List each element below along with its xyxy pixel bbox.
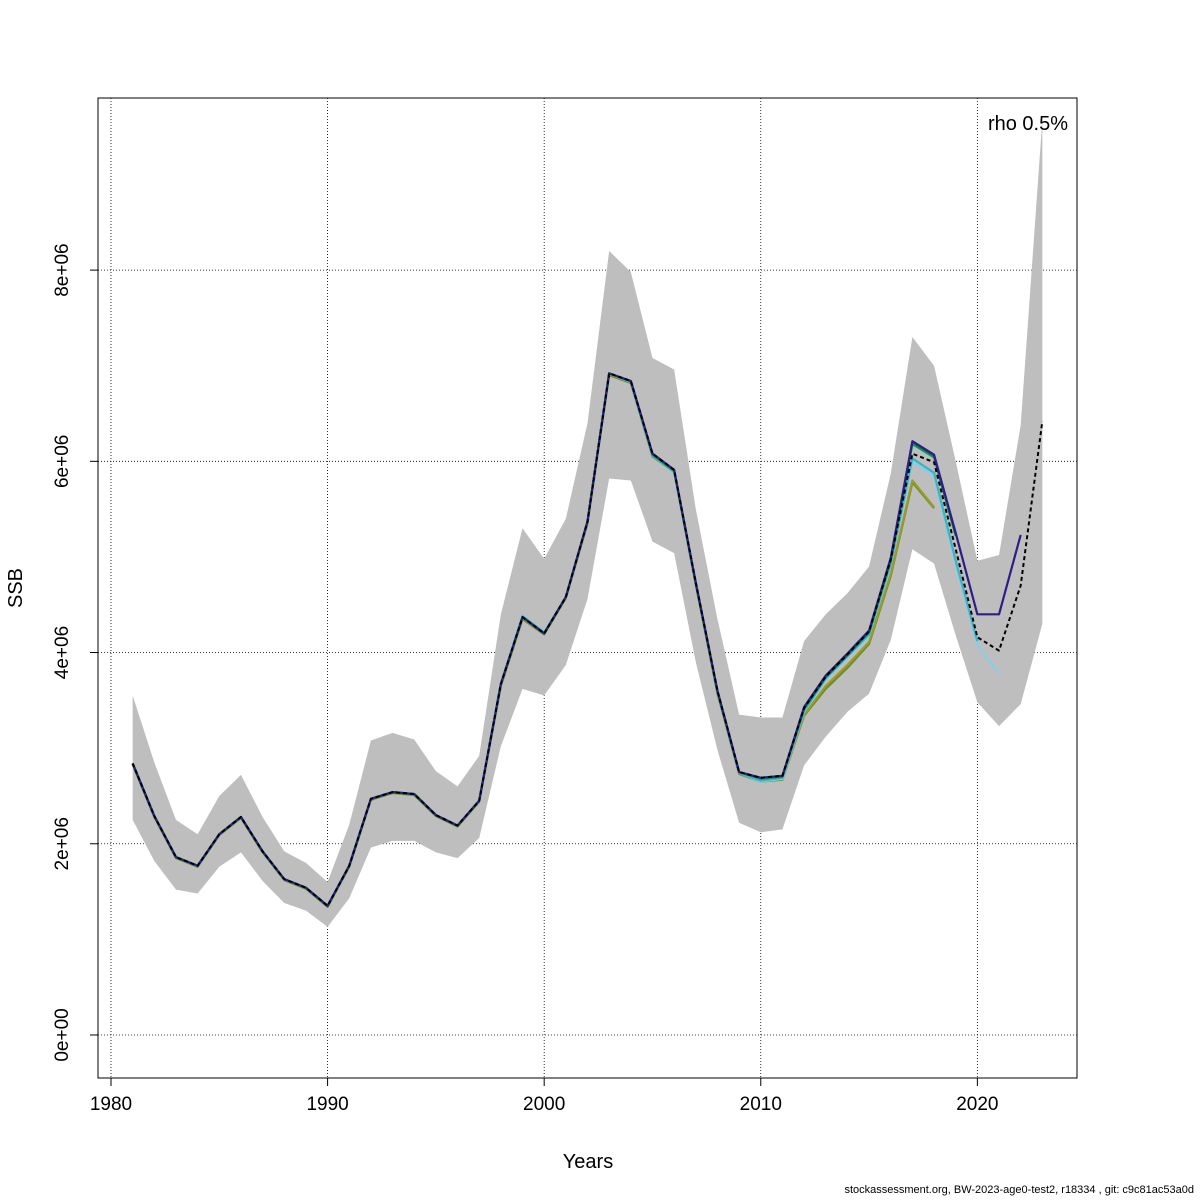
- x-tick-label: 2000: [523, 1094, 565, 1115]
- y-tick-label: 6e+06: [52, 435, 73, 488]
- x-tick-label: 1990: [306, 1094, 348, 1115]
- y-axis-label: SSB: [5, 568, 27, 608]
- x-axis: 1980 1990 2000 2010 2020: [90, 1078, 999, 1115]
- footer-credit: stockassessment.org, BW-2023-age0-test2,…: [844, 1184, 1194, 1196]
- rho-annotation: rho 0.5%: [988, 113, 1068, 135]
- y-tick-label: 8e+06: [52, 243, 73, 296]
- x-tick-label: 2020: [956, 1094, 998, 1115]
- y-tick-label: 0e+00: [52, 1008, 73, 1061]
- y-tick-label: 2e+06: [52, 817, 73, 870]
- series-lines: [131, 372, 1044, 908]
- y-axis: 0e+00 2e+06 4e+06 6e+06 8e+06: [52, 243, 98, 1062]
- x-tick-label: 1980: [90, 1094, 132, 1115]
- x-axis-label: Years: [563, 1151, 613, 1173]
- x-tick-label: 2010: [740, 1094, 782, 1115]
- series-line-base: [131, 372, 1044, 907]
- plot-frame: [97, 97, 1078, 1079]
- y-tick-label: 4e+06: [52, 626, 73, 679]
